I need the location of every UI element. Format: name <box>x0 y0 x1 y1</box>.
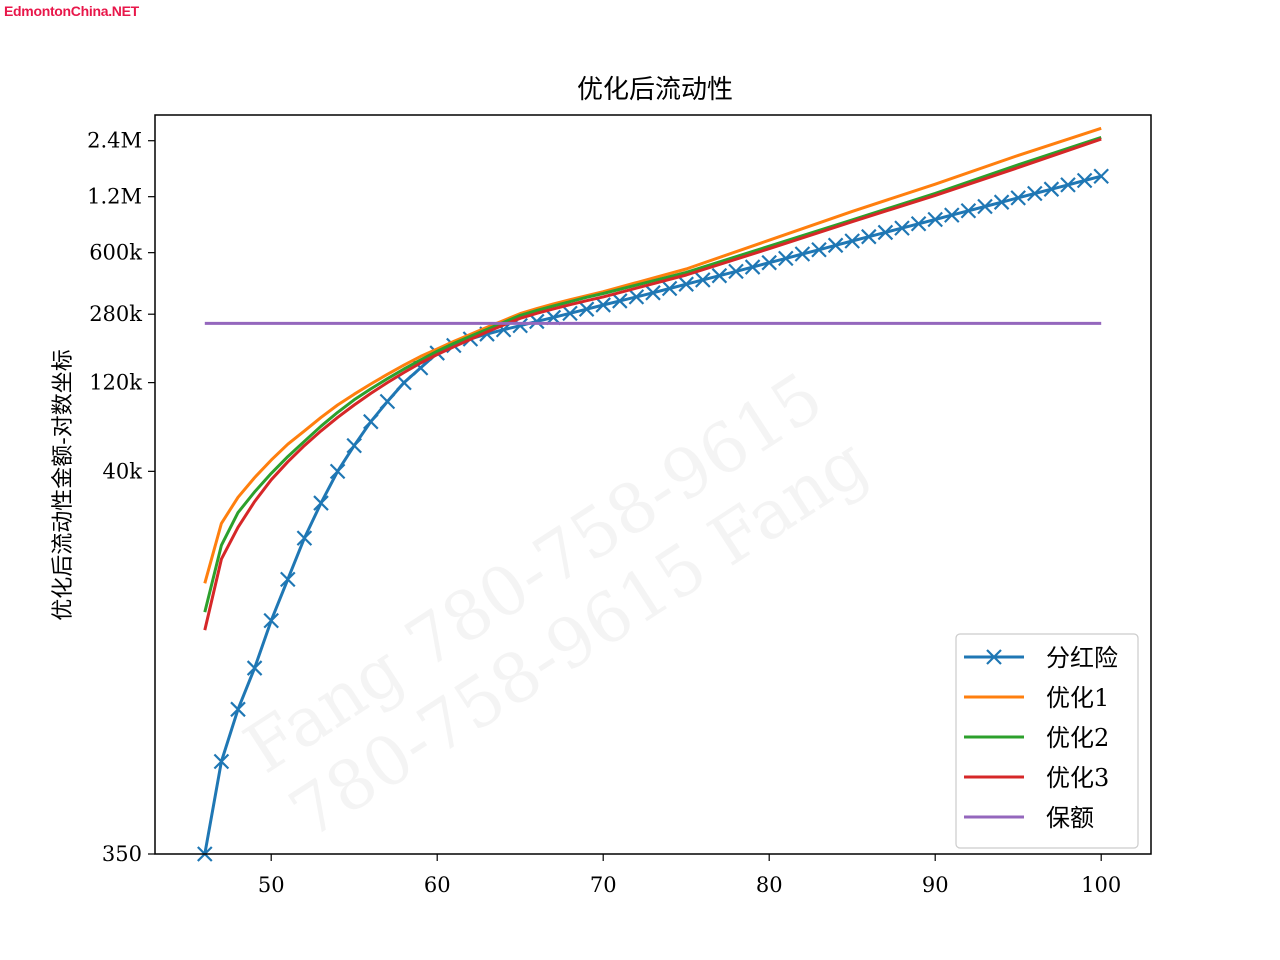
data-point-marker <box>313 495 329 511</box>
data-point-marker <box>230 701 246 718</box>
data-point-marker <box>910 216 927 232</box>
y-tick-label: 120k <box>89 371 142 395</box>
data-point-marker <box>612 293 628 309</box>
legend-item: 优化2 <box>964 724 1109 752</box>
series-line <box>203 126 1102 584</box>
data-point-marker <box>1076 172 1093 189</box>
data-point-marker <box>1043 181 1060 197</box>
data-point-marker <box>645 285 661 301</box>
series-line <box>203 137 1102 631</box>
data-point-marker <box>529 313 545 330</box>
y-tick-label: 350 <box>102 842 142 866</box>
y-tick-label: 1.2M <box>87 185 142 209</box>
data-point-marker <box>1060 177 1076 193</box>
y-tick-label: 600k <box>89 241 142 265</box>
legend-label: 优化3 <box>1046 764 1109 792</box>
data-point-marker <box>827 237 844 254</box>
x-tick-label: 90 <box>922 873 949 897</box>
data-point-marker <box>1093 168 1109 185</box>
data-point-marker <box>894 220 910 236</box>
data-point-marker <box>213 753 230 770</box>
site-brand: EdmontonChina.NET <box>4 3 139 19</box>
series-3 <box>203 135 1102 613</box>
data-point-marker <box>562 305 578 322</box>
series-2 <box>203 126 1102 584</box>
data-point-marker <box>861 228 877 245</box>
data-point-marker <box>844 233 860 249</box>
data-point-marker <box>1027 185 1043 202</box>
data-point-marker <box>678 276 694 292</box>
series-4 <box>203 137 1102 631</box>
y-axis: 350 40k 120k 280k 600k 1.2M 2.4M <box>87 129 155 866</box>
data-point-marker <box>296 530 313 546</box>
legend-item: 保额 <box>964 804 1094 832</box>
data-point-marker <box>711 267 728 284</box>
data-point-marker <box>628 289 645 305</box>
data-point-marker <box>263 612 279 629</box>
data-point-marker <box>960 202 977 219</box>
data-point-marker <box>944 207 960 223</box>
data-point-marker <box>346 437 362 454</box>
data-point-marker <box>993 194 1010 210</box>
x-axis: 50 60 70 80 90 100 <box>258 854 1121 897</box>
series-line <box>203 135 1102 613</box>
y-tick-label: 2.4M <box>87 129 142 153</box>
series-1 <box>197 168 1109 862</box>
data-point-marker <box>728 263 744 280</box>
legend-label: 优化2 <box>1046 724 1109 752</box>
x-tick-label: 50 <box>258 873 285 897</box>
data-point-marker <box>661 280 678 297</box>
data-point-marker <box>595 297 611 313</box>
data-point-marker <box>927 211 943 228</box>
data-point-marker <box>578 301 595 317</box>
data-point-marker <box>778 250 794 267</box>
data-point-marker <box>246 660 263 676</box>
data-point-marker <box>811 241 827 258</box>
data-point-marker <box>794 246 811 262</box>
chart-title: 优化后流动性 <box>577 75 733 105</box>
x-tick-label: 80 <box>756 873 783 897</box>
data-point-marker <box>379 393 396 410</box>
data-point-marker <box>977 198 993 215</box>
data-point-marker <box>396 374 412 391</box>
legend-frame <box>955 633 1139 849</box>
data-point-marker <box>761 254 777 271</box>
watermark-layer: Fang 780-758-9615 780-758-9615 Fang <box>231 358 881 855</box>
data-point-marker <box>986 649 1002 665</box>
plot-frame <box>154 114 1152 855</box>
series-layer <box>197 126 1109 862</box>
legend-item: 优化1 <box>964 684 1109 712</box>
legend-label: 保额 <box>1046 804 1094 832</box>
legend-label: 优化1 <box>1046 684 1109 712</box>
data-point-marker <box>695 272 711 288</box>
y-tick-label: 40k <box>103 459 143 483</box>
x-tick-label: 60 <box>424 873 451 897</box>
data-point-marker <box>329 463 346 480</box>
x-tick-label: 70 <box>590 873 617 897</box>
data-point-marker <box>280 571 296 588</box>
legend-item: 分红险 <box>964 644 1118 672</box>
y-tick-label: 280k <box>89 302 142 326</box>
data-point-marker <box>1010 190 1026 206</box>
y-axis-label: 优化后流动性金额-对数坐标 <box>51 349 76 620</box>
x-tick-label: 100 <box>1081 873 1121 897</box>
data-point-marker <box>877 224 894 241</box>
legend-item: 优化3 <box>964 764 1109 792</box>
data-point-marker <box>744 259 761 275</box>
legend-label: 分红险 <box>1046 644 1118 672</box>
data-point-marker <box>363 413 379 430</box>
